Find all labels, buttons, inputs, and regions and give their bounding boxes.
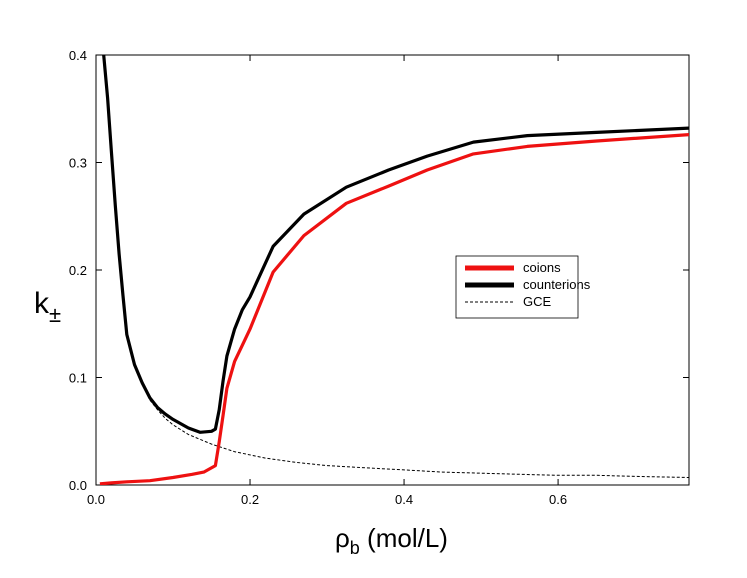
legend-label-gce: GCE: [523, 294, 552, 309]
legend-label-counterions: counterions: [523, 277, 591, 292]
x-tick-label: 0.6: [549, 492, 567, 507]
y-tick-label: 0.1: [69, 371, 87, 386]
y-axis: 0.0 0.1 0.2 0.3 0.4: [69, 48, 689, 493]
x-tick-label: 0.0: [87, 492, 105, 507]
series-line-gce: [149, 399, 689, 478]
plot-frame: [95, 54, 690, 486]
x-axis-title: ρb (mol/L): [335, 523, 448, 558]
x-tick-label: 0.2: [241, 492, 259, 507]
series-group: [99, 55, 689, 485]
y-tick-label: 0.0: [69, 478, 87, 493]
x-tick-label: 0.4: [395, 492, 413, 507]
series-line-counterions: [102, 55, 689, 434]
y-tick-label: 0.2: [69, 263, 87, 278]
x-axis: 0.0 0.2 0.4 0.6: [87, 55, 567, 507]
y-tick-label: 0.3: [69, 156, 87, 171]
y-axis-title: k±: [34, 287, 61, 327]
legend: coions counterions GCE: [455, 255, 591, 319]
series-line-coions: [99, 133, 689, 485]
legend-label-coions: coions: [523, 260, 561, 275]
y-tick-label: 0.4: [69, 48, 87, 63]
